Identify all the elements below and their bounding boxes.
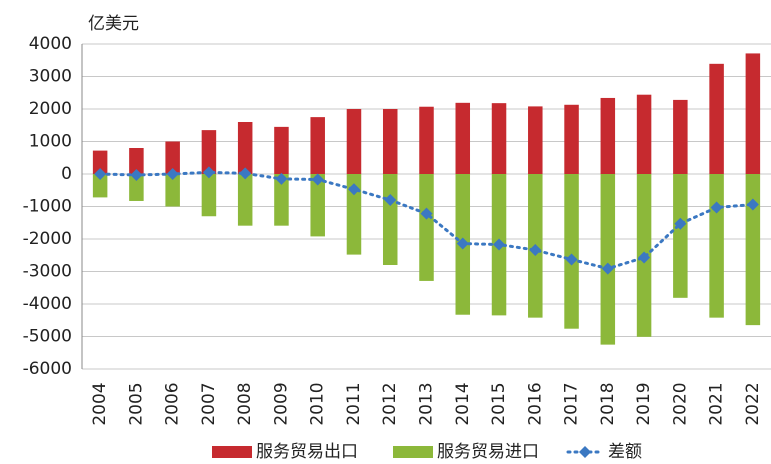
- x-tick-label: 2008: [235, 382, 255, 425]
- line-marker: [420, 207, 433, 220]
- bar: [92, 150, 108, 174]
- x-tick-label: 2019: [634, 382, 654, 425]
- y-tick-label: -5000: [23, 327, 72, 347]
- bar: [129, 148, 144, 174]
- bar: [201, 174, 217, 217]
- x-tick-label: 2013: [417, 382, 437, 425]
- line-marker: [638, 251, 651, 264]
- line-marker: [239, 167, 252, 180]
- bar: [745, 53, 761, 174]
- bar: [346, 174, 362, 255]
- x-tick-label: 2018: [598, 382, 618, 425]
- line-marker: [493, 238, 506, 251]
- line-marker: [202, 166, 215, 179]
- bar: [673, 99, 688, 174]
- y-tick-label: -6000: [23, 359, 72, 379]
- line-marker: [746, 198, 759, 211]
- bar: [455, 102, 471, 174]
- line-marker: [601, 262, 614, 275]
- y-tick-label: -4000: [23, 294, 72, 314]
- bar: [129, 174, 144, 201]
- line-marker: [674, 217, 687, 230]
- y-tick-label: 1000: [29, 132, 72, 152]
- y-tick-label: -1000: [23, 197, 72, 217]
- x-tick-label: 2015: [489, 382, 509, 425]
- y-tick-label: 2000: [29, 99, 72, 119]
- y-tick-label: -3000: [23, 262, 72, 282]
- bar: [564, 174, 579, 329]
- bar: [600, 97, 616, 174]
- legend-swatch: [579, 446, 591, 458]
- y-tick-label: 3000: [29, 67, 72, 87]
- x-tick-label: 2007: [199, 382, 219, 425]
- x-tick-label: 2020: [670, 382, 690, 425]
- line-marker: [529, 244, 542, 257]
- x-tick-label: 2017: [562, 382, 582, 425]
- x-tick-label: 2005: [126, 382, 146, 425]
- bar: [491, 103, 507, 174]
- bar: [564, 104, 579, 174]
- line-marker: [347, 183, 360, 196]
- bar: [165, 174, 180, 207]
- x-tick-label: 2021: [707, 382, 727, 425]
- bar: [346, 109, 362, 174]
- y-tick-label: -2000: [23, 229, 72, 249]
- bar: [201, 130, 217, 174]
- legend-swatch: [393, 446, 433, 458]
- bar: [310, 174, 325, 237]
- line-marker: [384, 194, 397, 206]
- x-tick-label: 2022: [743, 382, 763, 425]
- bar: [528, 106, 543, 174]
- x-tick-label: 2009: [271, 382, 291, 425]
- bar: [709, 174, 724, 318]
- line-marker: [311, 173, 324, 186]
- line-marker: [94, 168, 107, 180]
- line-marker: [565, 253, 578, 266]
- bar: [382, 109, 398, 174]
- bar: [237, 174, 253, 226]
- x-tick-label: 2006: [163, 382, 183, 425]
- bar: [165, 141, 180, 174]
- bar: [382, 174, 398, 265]
- line-marker: [456, 237, 469, 250]
- legend-label: 差额: [608, 442, 642, 462]
- unit-label: 亿美元: [88, 14, 139, 34]
- x-tick-label: 2010: [308, 382, 328, 425]
- bar: [237, 122, 253, 174]
- bar: [310, 117, 325, 174]
- x-tick-label: 2004: [90, 382, 110, 425]
- bar: [673, 174, 688, 298]
- bar: [274, 174, 289, 226]
- line-marker: [166, 168, 179, 180]
- x-tick-label: 2012: [380, 382, 400, 425]
- line-marker: [130, 168, 143, 181]
- legend-label: 服务贸易出口: [256, 442, 358, 462]
- bar: [419, 106, 434, 174]
- x-tick-label: 2016: [525, 382, 545, 425]
- bar: [600, 174, 616, 345]
- y-tick-label: 4000: [29, 34, 72, 54]
- bar: [745, 174, 761, 326]
- legend-swatch: [212, 446, 252, 458]
- x-tick-label: 2014: [453, 382, 473, 425]
- bar: [92, 174, 108, 198]
- legend-label: 服务贸易进口: [437, 442, 539, 462]
- line-marker: [275, 172, 288, 185]
- line-marker: [710, 201, 723, 214]
- bar: [419, 174, 434, 281]
- bar: [274, 126, 289, 174]
- bar: [636, 94, 652, 174]
- bar: [709, 63, 724, 175]
- y-tick-label: 0: [61, 164, 72, 184]
- x-tick-label: 2011: [344, 382, 364, 425]
